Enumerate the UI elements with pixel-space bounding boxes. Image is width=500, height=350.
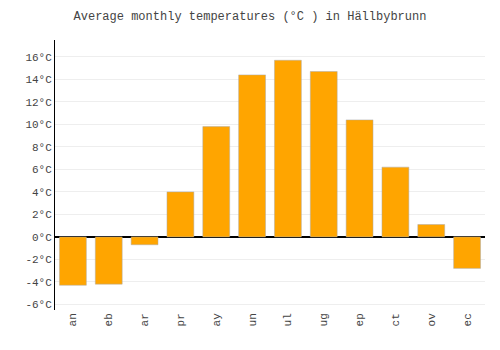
- svg-text:14°C: 14°C: [25, 74, 52, 86]
- svg-text:8°C: 8°C: [32, 142, 52, 154]
- svg-text:pr: pr: [175, 313, 187, 326]
- svg-text:4°C: 4°C: [32, 187, 52, 199]
- svg-text:0°C: 0°C: [32, 232, 52, 244]
- svg-text:ct: ct: [390, 313, 402, 326]
- svg-text:-4°C: -4°C: [25, 277, 52, 289]
- svg-text:10°C: 10°C: [25, 119, 52, 131]
- svg-text:-2°C: -2°C: [25, 254, 52, 266]
- svg-text:ec: ec: [462, 313, 474, 326]
- svg-text:6°C: 6°C: [32, 164, 52, 176]
- svg-text:ay: ay: [211, 313, 223, 327]
- svg-text:un: un: [247, 313, 259, 326]
- svg-text:16°C: 16°C: [25, 52, 52, 64]
- svg-text:-6°C: -6°C: [25, 299, 52, 311]
- svg-text:Average monthly temperatures (: Average monthly temperatures (°C ) in Hä…: [74, 10, 427, 24]
- svg-text:12°C: 12°C: [25, 97, 52, 109]
- svg-text:ov: ov: [426, 313, 438, 327]
- svg-text:2°C: 2°C: [32, 209, 52, 221]
- svg-text:eb: eb: [103, 313, 115, 326]
- svg-text:an: an: [67, 313, 79, 326]
- svg-text:ug: ug: [318, 313, 330, 326]
- svg-text:ep: ep: [354, 313, 366, 326]
- svg-text:ar: ar: [139, 313, 151, 326]
- svg-text:ul: ul: [282, 313, 294, 326]
